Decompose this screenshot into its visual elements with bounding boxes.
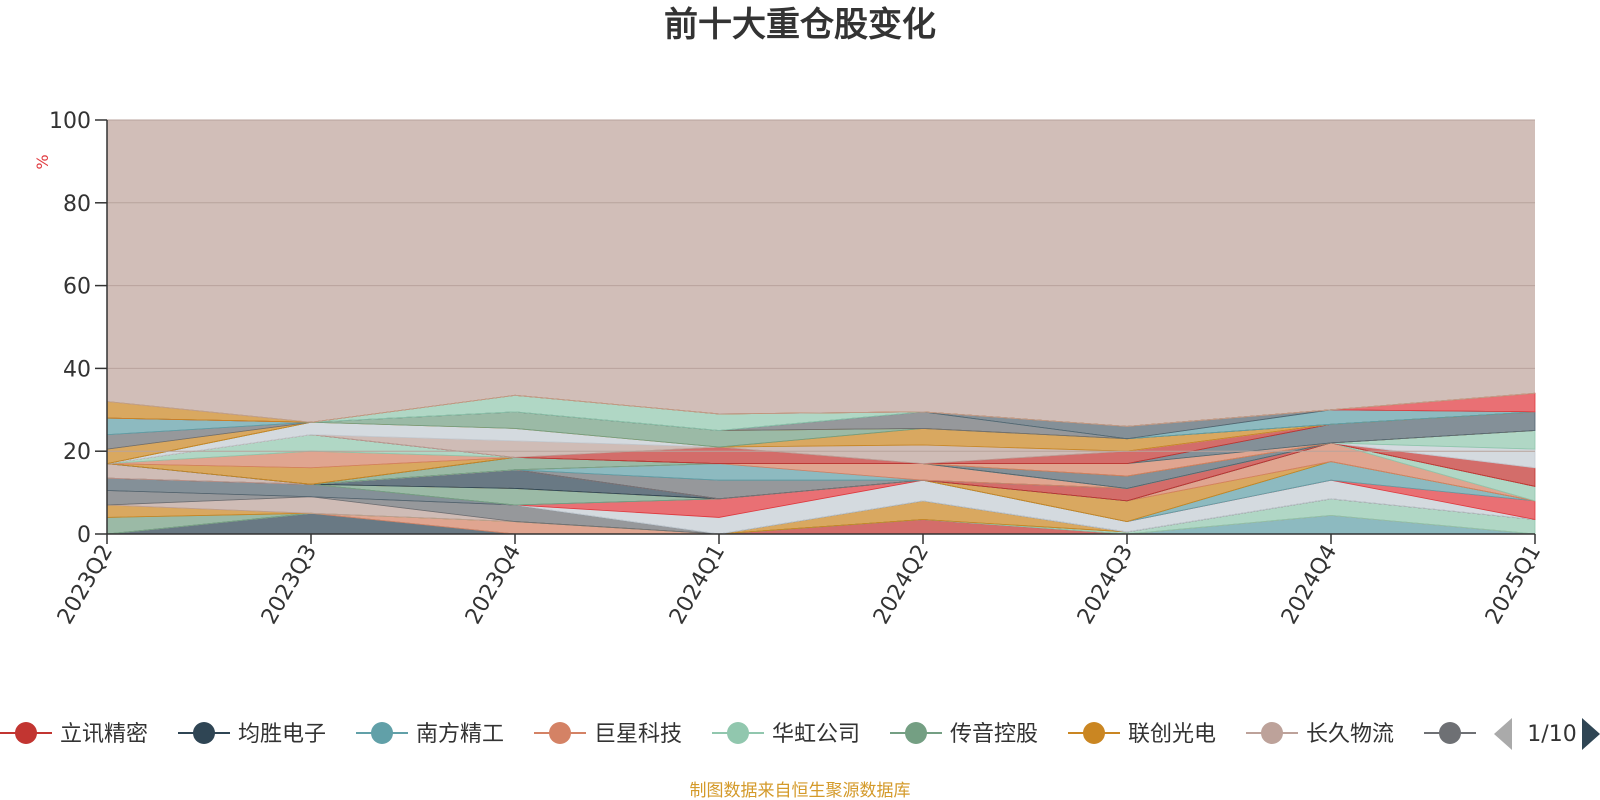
- legend-label: 南方精工: [416, 722, 504, 747]
- y-tick-label: 0: [77, 523, 91, 548]
- legend-marker-icon: [1083, 722, 1105, 744]
- area-remainder: [107, 120, 1535, 427]
- legend-item[interactable]: 立讯精密: [0, 722, 148, 747]
- legend-label: 联创光电: [1128, 722, 1216, 747]
- legend-marker-icon: [549, 722, 571, 744]
- y-tick-label: 40: [63, 357, 91, 382]
- triangle-left-icon[interactable]: [1494, 718, 1512, 750]
- legend-marker-icon: [15, 722, 37, 744]
- legend-label: 均胜电子: [238, 722, 326, 747]
- legend-item[interactable]: [1424, 722, 1476, 744]
- legend-marker-icon: [1261, 722, 1283, 744]
- legend-item[interactable]: 联创光电: [1068, 722, 1216, 747]
- legend-page-indicator: 1/10: [1527, 722, 1576, 747]
- chart-title: 前十大重仓股变化: [664, 5, 936, 45]
- legend-item[interactable]: 长久物流: [1246, 722, 1394, 747]
- legend-marker-icon: [727, 722, 749, 744]
- plot-area: [106, 120, 1536, 535]
- legend-label: 华虹公司: [772, 722, 860, 747]
- gridlines: [107, 119, 1535, 452]
- legend-marker-icon: [905, 722, 927, 744]
- y-tick-label: 100: [49, 109, 91, 134]
- area-series-45[interactable]: [106, 392, 1536, 427]
- legend-item[interactable]: 南方精工: [356, 722, 504, 747]
- legend-item[interactable]: 华虹公司: [712, 722, 860, 747]
- y-tick-label: 80: [63, 192, 91, 217]
- legend-item[interactable]: 传音控股: [890, 722, 1038, 747]
- legend-label: 立讯精密: [60, 722, 148, 747]
- x-tick-label: 2024Q1: [665, 541, 730, 629]
- legend-marker-icon: [371, 722, 393, 744]
- y-tick-label: 20: [63, 440, 91, 465]
- y-tick-label: 60: [63, 275, 91, 300]
- x-tick-label: 2024Q2: [869, 541, 934, 629]
- x-tick-label: 2023Q4: [461, 541, 526, 629]
- y-axis-unit: %: [33, 154, 52, 169]
- legend-item[interactable]: 巨星科技: [534, 722, 682, 747]
- legend-marker-icon: [1439, 722, 1461, 744]
- legend-marker-icon: [193, 722, 215, 744]
- x-tick-label: 2024Q4: [1277, 541, 1342, 629]
- legend-label: 巨星科技: [594, 722, 682, 747]
- x-tick-label: 2023Q3: [257, 541, 322, 629]
- x-tick-label: 2023Q2: [53, 541, 118, 629]
- legend-label: 传音控股: [950, 722, 1038, 747]
- x-tick-label: 2025Q1: [1481, 541, 1546, 629]
- data-source-note: 制图数据来自恒生聚源数据库: [690, 781, 911, 800]
- legend-item[interactable]: 均胜电子: [178, 722, 326, 747]
- legend-label: 长久物流: [1306, 722, 1394, 747]
- legend: 立讯精密 均胜电子 南方精工 巨星科技 华虹公司 传音控股 联创光电 长久物流 1/10: [0, 705, 1600, 765]
- triangle-right-icon[interactable]: [1582, 718, 1600, 750]
- x-tick-label: 2024Q3: [1073, 541, 1138, 629]
